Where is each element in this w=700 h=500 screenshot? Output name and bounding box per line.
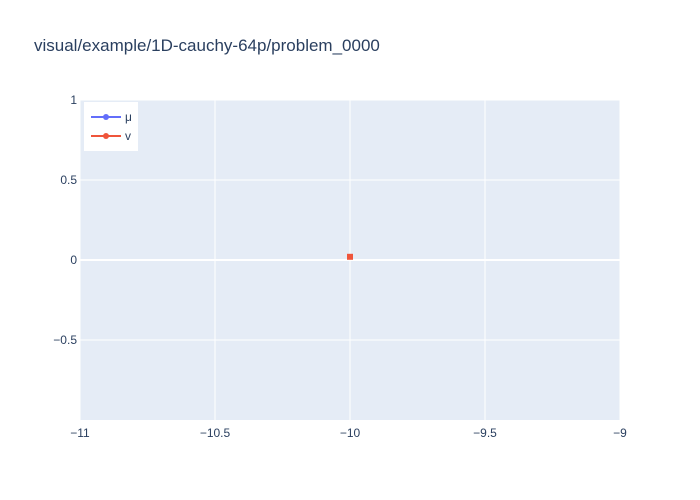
legend-box	[84, 102, 138, 151]
legend-marker[interactable]	[103, 114, 109, 120]
legend-label[interactable]: μ	[125, 110, 132, 124]
x-tick-label: −9.5	[473, 426, 497, 440]
y-tick-label: 0	[70, 253, 77, 267]
y-tick-label: 1	[70, 93, 77, 107]
x-tick-label: −10.5	[200, 426, 231, 440]
data-point[interactable]	[347, 253, 353, 260]
y-tick-label: 0.5	[60, 173, 77, 187]
chart-title: visual/example/1D-cauchy-64p/problem_000…	[34, 36, 380, 55]
y-axis-ticks: 1 0.5 0 −0.5	[53, 93, 77, 347]
legend-label[interactable]: v	[125, 129, 131, 143]
x-tick-label: −10	[340, 426, 361, 440]
legend[interactable]: μv	[84, 102, 138, 151]
legend-marker[interactable]	[103, 133, 109, 139]
y-tick-label: −0.5	[53, 333, 77, 347]
x-axis-ticks: −11 −10.5 −10 −9.5 −9	[70, 426, 627, 440]
x-tick-label: −9	[613, 426, 627, 440]
x-tick-label: −11	[70, 426, 90, 440]
data-markers	[347, 253, 353, 260]
